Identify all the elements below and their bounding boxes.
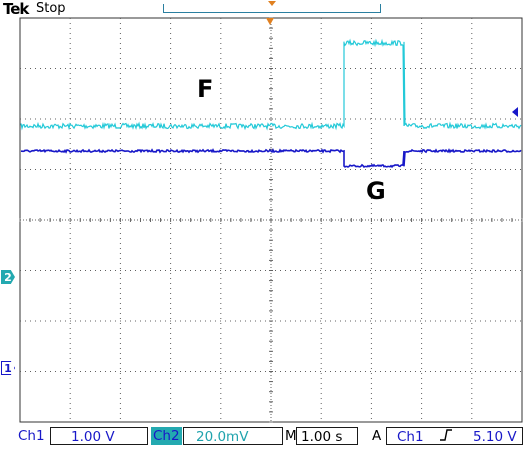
ch1-scale-readout[interactable]: 1.00 V [50,427,148,445]
acquisition-state: Stop [36,1,66,16]
trace-label-g: G [366,177,386,205]
ch2-scale-readout[interactable]: 20.0mV [183,427,283,445]
rising-edge-icon [439,427,453,448]
trigger-time-marker [266,18,274,25]
ch1-trace [21,148,522,169]
ch2-trace [20,38,522,131]
ch1-label[interactable]: Ch1 [18,428,45,444]
brand-logo: Tek [3,0,29,18]
ch2-label[interactable]: Ch2 [151,427,182,445]
trigger-readout[interactable]: Ch1 5.10 V [386,427,523,445]
trigger-mode-label: A [372,428,382,444]
ch1-ground-marker[interactable]: 1 [1,361,15,375]
bottom-status-bar: Ch1 1.00 V Ch2 20.0mV M 1.00 s A Ch1 5.1… [0,425,527,447]
ch2-ground-marker[interactable]: 2 [1,270,15,284]
trigger-source: Ch1 [397,429,424,445]
trigger-position-cursor [268,1,276,6]
trigger-level-marker[interactable] [512,107,518,117]
record-length-indicator [163,1,381,13]
top-status-bar: Tek Stop [0,0,527,18]
trigger-level: 5.10 V [473,429,517,445]
trace-label-f: F [197,75,214,103]
timebase-label: M [285,428,297,444]
timebase-readout[interactable]: 1.00 s [296,427,358,445]
